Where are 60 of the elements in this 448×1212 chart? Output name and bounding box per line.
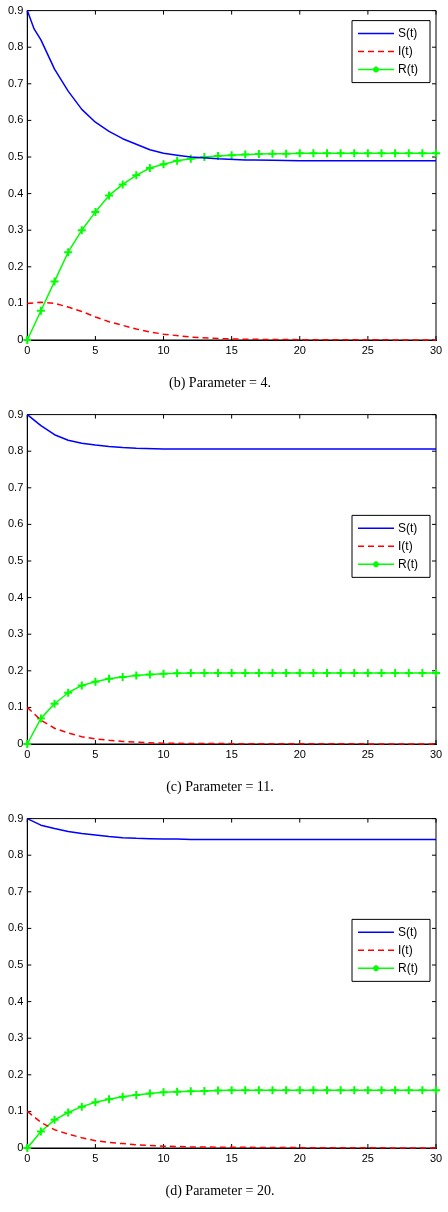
legend-label: R(t) [398, 61, 418, 76]
text: (d) Parameter = 20. [165, 1183, 275, 1200]
x-tick-label: 25 [361, 1151, 375, 1164]
y-tick-label: 0.7 [7, 884, 24, 897]
legend-label: S(t) [398, 25, 418, 40]
x-tick-label: 15 [225, 343, 238, 356]
legend-label: I(t) [398, 538, 413, 553]
y-tick-label: 0.9 [7, 811, 24, 824]
y-tick-label: 0.9 [7, 3, 24, 16]
x-tick-label: 10 [157, 1151, 170, 1164]
y-tick-label: 0.8 [7, 40, 24, 53]
legend-label: R(t) [398, 960, 418, 975]
y-tick-label: 0.1 [7, 700, 24, 713]
x-tick-label: 30 [429, 747, 443, 760]
y-tick-label: 0.3 [7, 1031, 24, 1044]
y-tick-label: 0.3 [7, 627, 24, 640]
x-tick-label: 30 [429, 343, 443, 356]
legend-label: I(t) [398, 43, 413, 58]
y-tick-label: 0.1 [7, 1104, 24, 1117]
y-tick-label: 0.1 [7, 296, 24, 309]
x-tick-label: 25 [361, 747, 375, 760]
x-tick-label: 30 [429, 1151, 443, 1164]
y-tick-label: 0.7 [7, 76, 24, 89]
y-tick-label: 0.6 [7, 921, 24, 934]
x-tick-label: 15 [225, 747, 238, 760]
x-tick-label: 20 [293, 747, 306, 760]
x-tick-label: 10 [157, 747, 170, 760]
legend-label: I(t) [398, 942, 413, 957]
y-tick-label: 0.6 [7, 113, 24, 126]
x-tick-label: 20 [293, 1151, 306, 1164]
text: (b) Parameter = 4. [169, 375, 271, 392]
y-tick-label: 0 [17, 333, 24, 346]
y-tick-label: 0.2 [7, 663, 24, 676]
x-tick-label: 25 [361, 343, 375, 356]
y-tick-label: 0.2 [7, 1067, 24, 1080]
y-tick-label: 0.5 [7, 958, 24, 971]
x-tick-label: 15 [225, 1151, 238, 1164]
x-tick-label: 10 [157, 343, 170, 356]
y-tick-label: 0.5 [7, 554, 24, 567]
y-tick-label: 0.8 [7, 848, 24, 861]
y-tick-label: 0 [17, 1141, 24, 1154]
text: (c) Parameter = 11. [166, 779, 274, 796]
x-tick-label: 20 [293, 343, 306, 356]
legend-label: R(t) [398, 556, 418, 571]
y-tick-label: 0.4 [7, 186, 24, 199]
x-tick-label: 5 [92, 1151, 99, 1164]
y-tick-label: 0.7 [7, 480, 24, 493]
y-tick-label: 0.4 [7, 994, 24, 1007]
y-tick-label: 0.3 [7, 223, 24, 236]
x-tick-label: 5 [92, 343, 99, 356]
y-tick-label: 0 [17, 737, 24, 750]
y-tick-label: 0.4 [7, 590, 24, 603]
y-tick-label: 0.6 [7, 517, 24, 530]
y-tick-label: 0.9 [7, 407, 24, 420]
y-tick-label: 0.5 [7, 150, 24, 163]
legend-label: S(t) [398, 924, 418, 939]
y-tick-label: 0.2 [7, 259, 24, 272]
y-tick-label: 0.8 [7, 444, 24, 457]
legend-label: S(t) [398, 520, 418, 535]
x-tick-label: 5 [92, 747, 99, 760]
